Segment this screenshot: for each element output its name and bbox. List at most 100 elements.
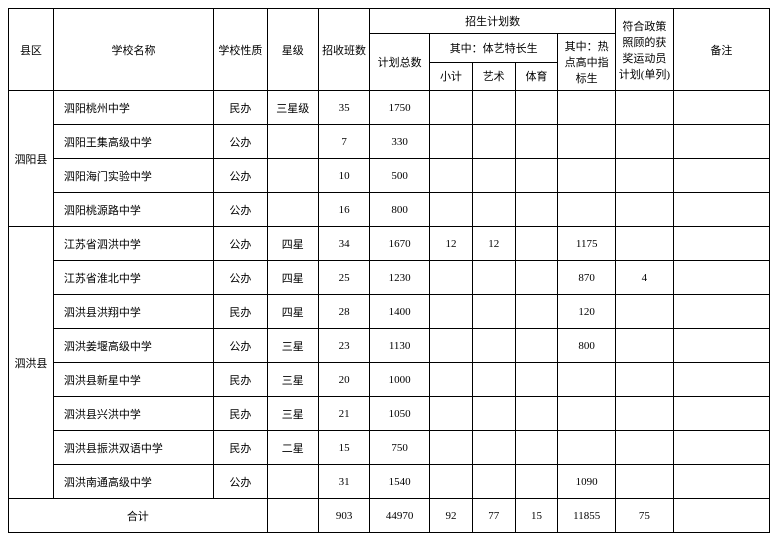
cell-county: 泗洪县 — [9, 227, 54, 499]
cell-sport — [515, 193, 558, 227]
cell-hot: 120 — [558, 295, 616, 329]
th-classes: 招收班数 — [318, 9, 369, 91]
table-row: 泗洪县洪翔中学民办四星281400120 — [9, 295, 770, 329]
cell-star: 三星 — [267, 397, 318, 431]
cell-total: 1000 — [370, 363, 430, 397]
cell-total: 1050 — [370, 397, 430, 431]
cell-art — [472, 159, 515, 193]
table-row: 泗洪南通高级中学公办3115401090 — [9, 465, 770, 499]
cell-classes: 31 — [318, 465, 369, 499]
cell-art — [472, 431, 515, 465]
cell-sub — [430, 397, 473, 431]
cell-sub — [430, 261, 473, 295]
cell-remark — [673, 465, 769, 499]
cell-total: 330 — [370, 125, 430, 159]
th-nature: 学校性质 — [214, 9, 267, 91]
cell-total-total: 44970 — [370, 499, 430, 533]
cell-sub — [430, 329, 473, 363]
table-row: 泗洪县兴洪中学民办三星211050 — [9, 397, 770, 431]
cell-star: 三星 — [267, 363, 318, 397]
cell-nature: 民办 — [214, 295, 267, 329]
cell-remark — [673, 431, 769, 465]
cell-star: 四星 — [267, 261, 318, 295]
cell-total: 1670 — [370, 227, 430, 261]
cell-total: 1230 — [370, 261, 430, 295]
cell-policy — [616, 295, 674, 329]
cell-policy — [616, 465, 674, 499]
cell-hot — [558, 363, 616, 397]
cell-remark — [673, 193, 769, 227]
cell-art: 12 — [472, 227, 515, 261]
cell-sport — [515, 329, 558, 363]
cell-school: 泗洪县洪翔中学 — [53, 295, 213, 329]
cell-classes: 28 — [318, 295, 369, 329]
cell-classes: 35 — [318, 91, 369, 125]
cell-classes: 16 — [318, 193, 369, 227]
th-county: 县区 — [9, 9, 54, 91]
cell-policy — [616, 91, 674, 125]
cell-hot — [558, 431, 616, 465]
table-row-total: 合计903449709277151185575 — [9, 499, 770, 533]
cell-total-sub: 92 — [430, 499, 473, 533]
cell-policy: 4 — [616, 261, 674, 295]
cell-total-art: 77 — [472, 499, 515, 533]
cell-classes: 15 — [318, 431, 369, 465]
cell-policy — [616, 431, 674, 465]
cell-total: 1540 — [370, 465, 430, 499]
cell-school: 泗阳王集高级中学 — [53, 125, 213, 159]
cell-total-hot: 11855 — [558, 499, 616, 533]
cell-sport — [515, 261, 558, 295]
cell-art — [472, 397, 515, 431]
th-special-group: 其中：体艺特长生 — [430, 34, 558, 63]
cell-nature: 公办 — [214, 193, 267, 227]
cell-total: 1130 — [370, 329, 430, 363]
cell-sport — [515, 363, 558, 397]
cell-school: 泗阳桃州中学 — [53, 91, 213, 125]
cell-art — [472, 295, 515, 329]
cell-sport — [515, 397, 558, 431]
cell-nature: 公办 — [214, 227, 267, 261]
table-row: 江苏省淮北中学公办四星2512308704 — [9, 261, 770, 295]
cell-total: 1400 — [370, 295, 430, 329]
th-hot: 其中：热点高中指标生 — [558, 34, 616, 91]
cell-star: 三星 — [267, 329, 318, 363]
cell-remark — [673, 397, 769, 431]
cell-sport — [515, 295, 558, 329]
table-row: 泗阳海门实验中学公办 10500 — [9, 159, 770, 193]
cell-school: 江苏省淮北中学 — [53, 261, 213, 295]
cell-total: 800 — [370, 193, 430, 227]
cell-star: 四星 — [267, 227, 318, 261]
cell-star — [267, 125, 318, 159]
cell-school: 泗洪姜堰高级中学 — [53, 329, 213, 363]
th-school: 学校名称 — [53, 9, 213, 91]
cell-sub — [430, 91, 473, 125]
th-special-sub: 小计 — [430, 62, 473, 91]
cell-sub — [430, 465, 473, 499]
cell-classes: 10 — [318, 159, 369, 193]
table-row: 泗洪姜堰高级中学公办三星231130800 — [9, 329, 770, 363]
cell-school: 泗阳海门实验中学 — [53, 159, 213, 193]
cell-sport — [515, 91, 558, 125]
cell-sport — [515, 159, 558, 193]
cell-nature: 公办 — [214, 465, 267, 499]
enrollment-table: 县区 学校名称 学校性质 星级 招收班数 招生计划数 符合政策照顾的获奖运动员计… — [8, 8, 770, 533]
cell-remark — [673, 329, 769, 363]
cell-art — [472, 125, 515, 159]
cell-policy — [616, 329, 674, 363]
cell-school: 泗洪县兴洪中学 — [53, 397, 213, 431]
cell-total-classes: 903 — [318, 499, 369, 533]
cell-sport — [515, 465, 558, 499]
cell-sub — [430, 159, 473, 193]
cell-art — [472, 363, 515, 397]
cell-art — [472, 261, 515, 295]
cell-total: 1750 — [370, 91, 430, 125]
cell-classes: 20 — [318, 363, 369, 397]
cell-nature: 公办 — [214, 159, 267, 193]
cell-remark — [673, 125, 769, 159]
table-body: 泗阳县泗阳桃州中学民办三星级351750泗阳王集高级中学公办7330泗阳海门实验… — [9, 91, 770, 533]
cell-star — [267, 465, 318, 499]
cell-art — [472, 329, 515, 363]
cell-total: 500 — [370, 159, 430, 193]
cell-classes: 34 — [318, 227, 369, 261]
cell-nature: 公办 — [214, 329, 267, 363]
